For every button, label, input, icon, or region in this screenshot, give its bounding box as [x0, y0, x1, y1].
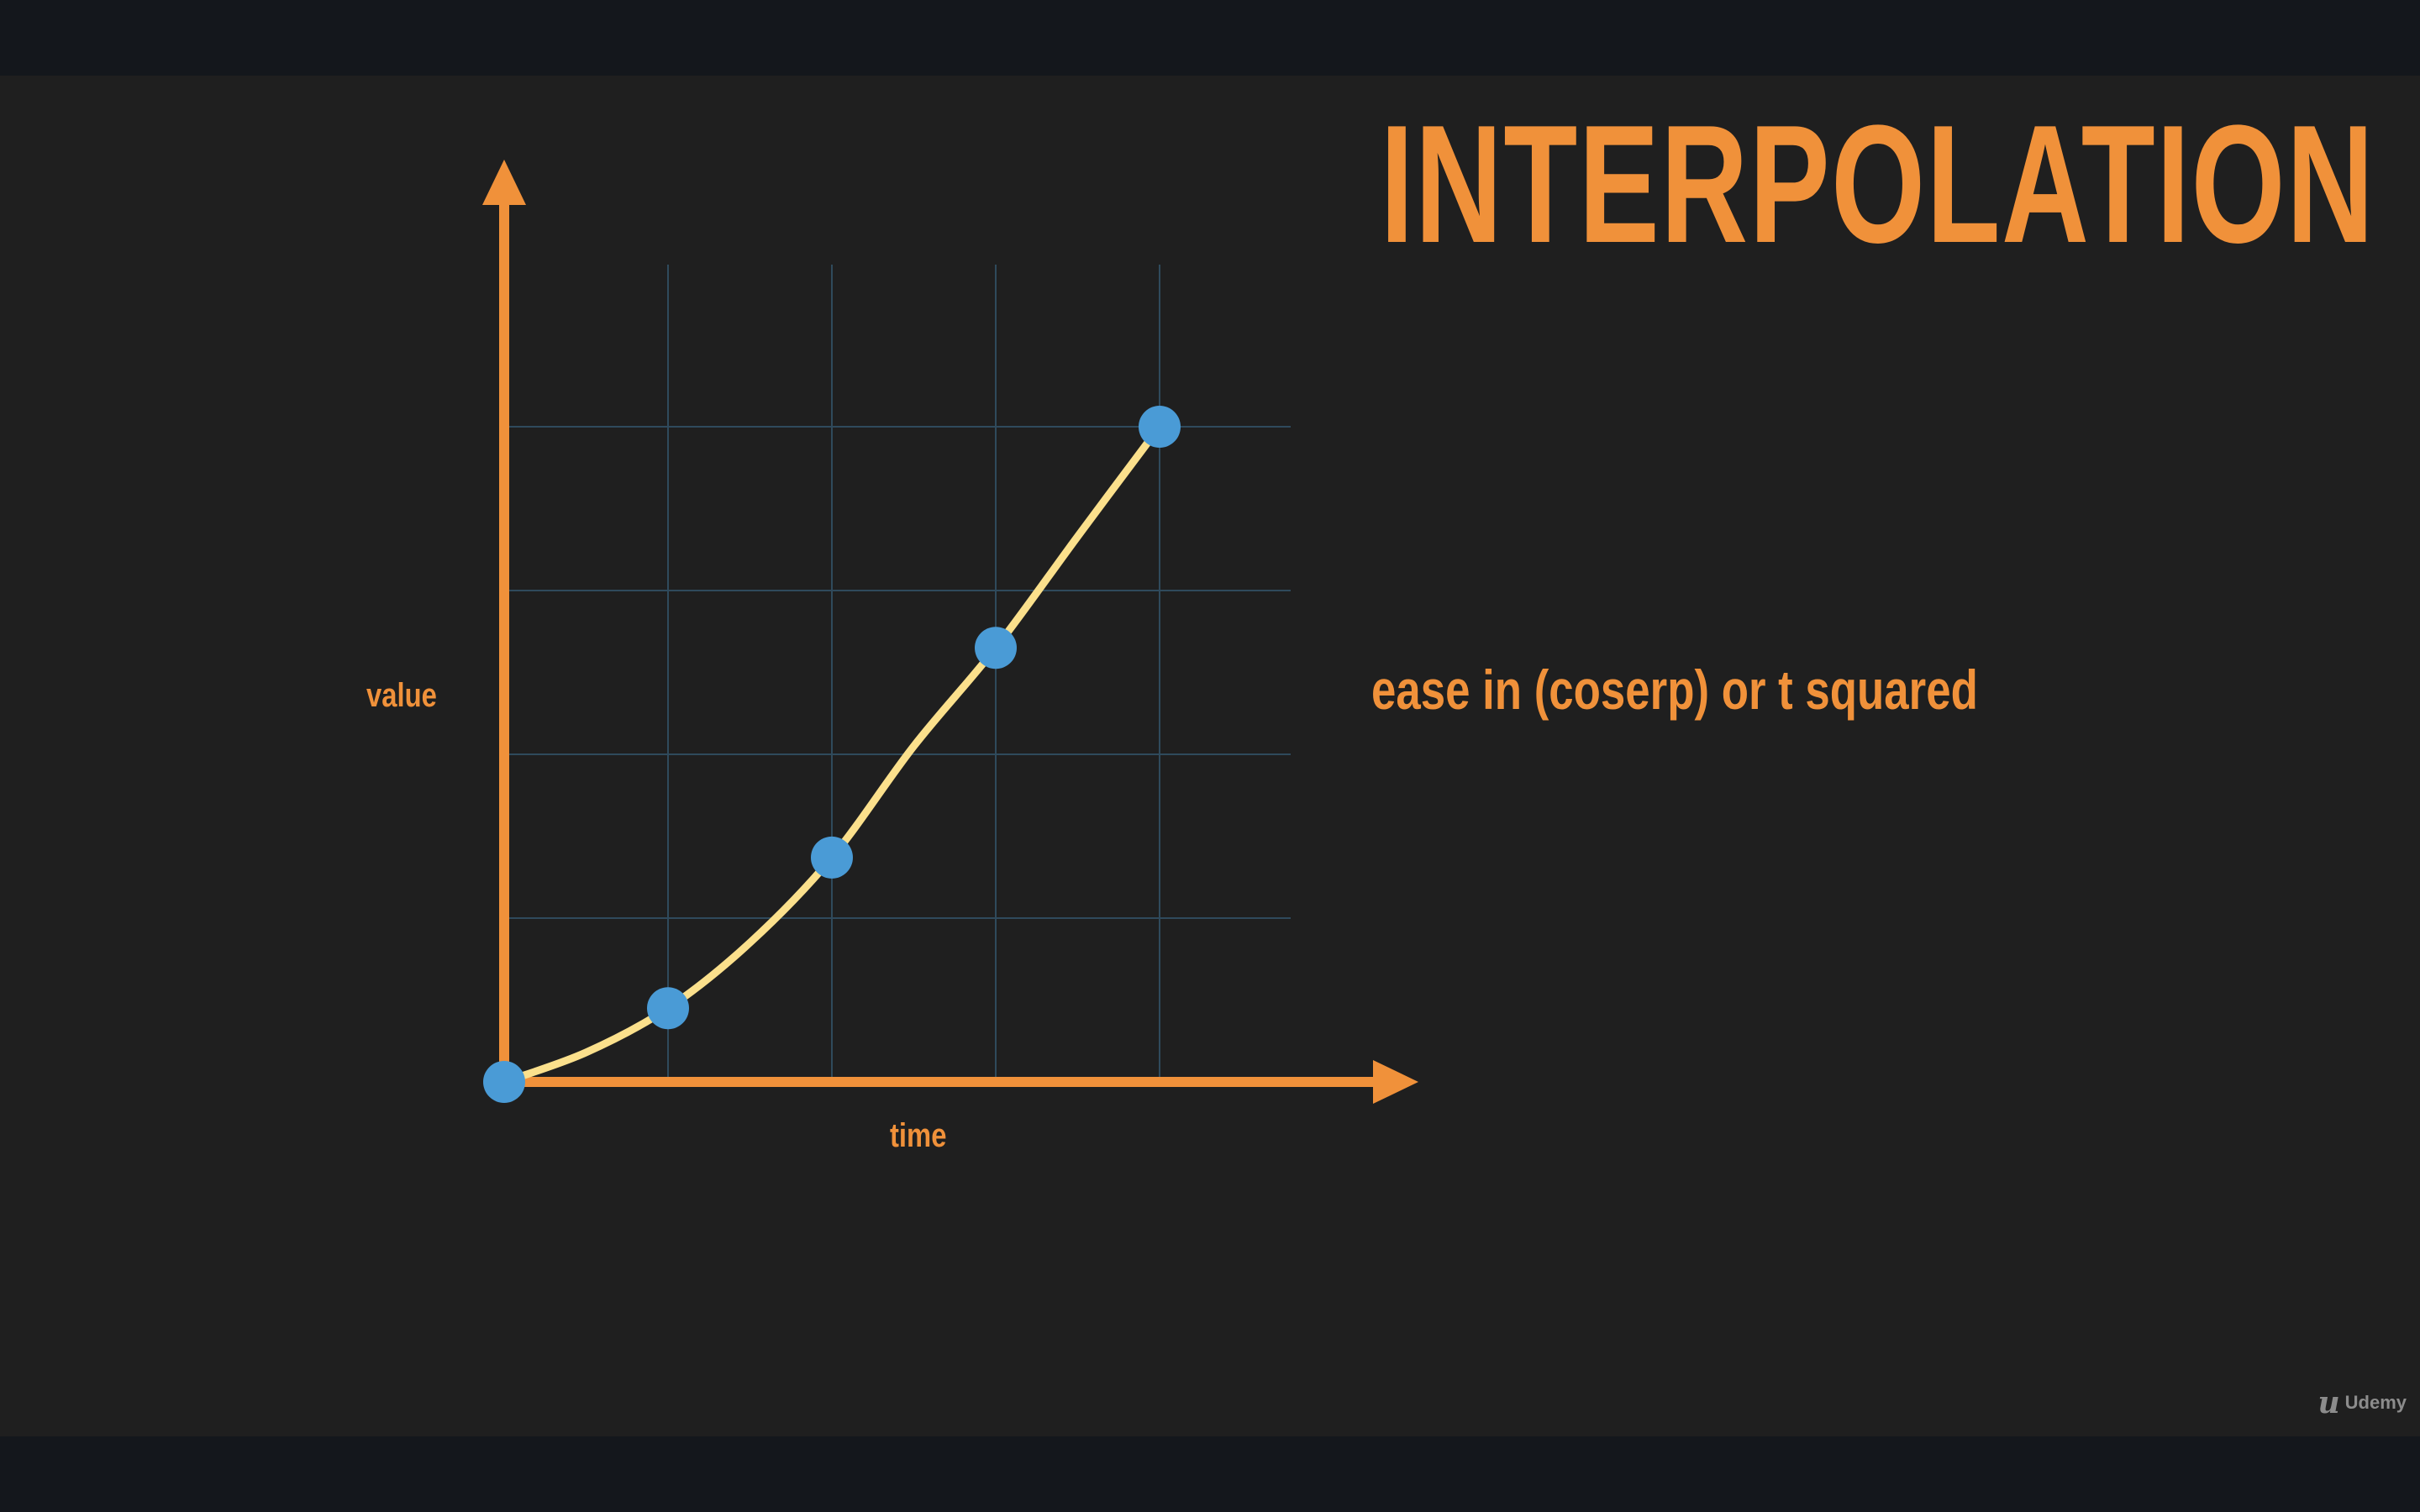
- data-point-2: [647, 987, 689, 1030]
- x-axis-arrow: [1373, 1060, 1418, 1104]
- udemy-logo-icon: u: [2317, 1385, 2340, 1420]
- x-axis-label: time: [890, 1117, 947, 1154]
- y-axis-arrow: [482, 160, 526, 205]
- interpolation-chart: [482, 160, 1418, 1104]
- watermark: u Udemy: [2317, 1388, 2407, 1418]
- data-point-1: [483, 1061, 525, 1103]
- points-layer: [483, 406, 1181, 1103]
- watermark-text: Udemy: [2344, 1392, 2407, 1413]
- axes: [482, 160, 1418, 1104]
- letterbox-top: [0, 0, 2420, 76]
- grid-lines: [504, 265, 1291, 1082]
- slide-caption: ease in (coserp) or t squared: [1371, 659, 1978, 721]
- data-point-4: [975, 627, 1017, 669]
- letterbox-bottom: [0, 1436, 2420, 1512]
- slide: INTERPOLATION value time ease in (coserp…: [0, 76, 2420, 1436]
- data-point-5: [1139, 406, 1181, 448]
- data-point-3: [811, 836, 853, 879]
- slide-title: INTERPOLATION: [1379, 91, 2375, 278]
- y-axis-label: value: [366, 677, 437, 714]
